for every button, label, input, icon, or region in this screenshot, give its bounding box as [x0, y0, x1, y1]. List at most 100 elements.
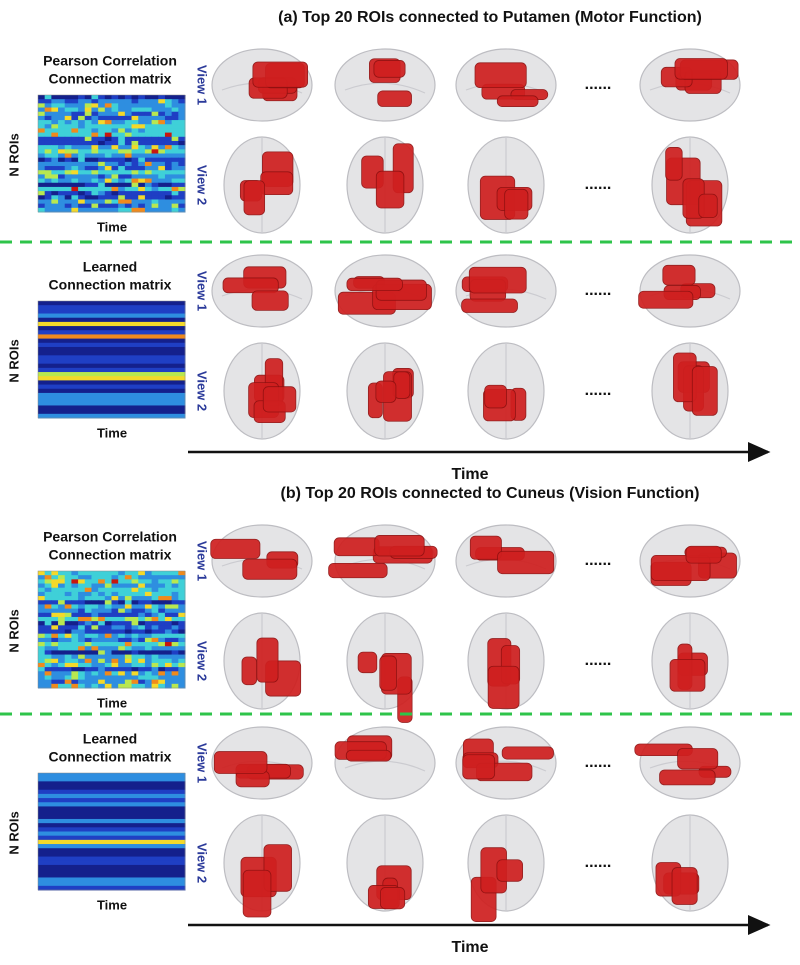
matrix-cell [98, 191, 106, 196]
matrix-cell [38, 317, 186, 323]
matrix-cell [124, 99, 133, 104]
matrix-cell [151, 616, 159, 622]
matrix-cell [164, 111, 173, 117]
matrix-cell [98, 571, 106, 576]
matrix-cell [138, 203, 146, 209]
matrix-cell [151, 642, 159, 647]
matrix-cell [44, 170, 52, 175]
matrix-cell [71, 662, 79, 668]
matrix-cell [84, 633, 92, 639]
matrix-cell [118, 633, 126, 639]
matrix-cell [171, 646, 179, 651]
matrix-cell [38, 207, 46, 213]
matrix-cell [38, 642, 46, 647]
matrix-cell [78, 99, 86, 104]
matrix-cell [151, 132, 159, 138]
matrix-cell [178, 153, 186, 159]
matrix-cell [118, 579, 126, 585]
matrix-cell [71, 679, 79, 685]
matrix-cell [178, 662, 186, 668]
matrix-cell [104, 99, 112, 104]
matrix-cell [98, 642, 106, 647]
matrix-cell [78, 683, 86, 689]
view-label: View 1 [195, 65, 210, 105]
matrix-cell [58, 186, 66, 192]
matrix-cell [118, 99, 126, 104]
matrix-cell [118, 140, 126, 146]
matrix-cell [104, 612, 112, 618]
matrix-cell [64, 616, 72, 622]
matrix-cell [178, 199, 186, 205]
roi-region [659, 769, 716, 786]
matrix-cell [111, 642, 119, 647]
matrix-cell [138, 149, 146, 154]
matrix-cell [98, 166, 106, 171]
matrix-cell [138, 675, 146, 681]
matrix-cell [131, 136, 139, 142]
matrix-cell [64, 140, 72, 146]
roi-region [669, 658, 706, 692]
matrix-cell [38, 166, 46, 171]
matrix-cell [38, 671, 46, 676]
matrix-cell [178, 675, 186, 681]
matrix-cell [98, 207, 106, 213]
matrix-cell [178, 195, 186, 200]
matrix-cell [38, 388, 186, 394]
matrix-cell [84, 658, 92, 664]
roi-region [484, 384, 507, 409]
matrix-cell [164, 140, 173, 146]
matrix-cell [58, 658, 66, 664]
matrix-cell [71, 199, 79, 205]
matrix-cell [171, 161, 179, 167]
matrix-cell [171, 575, 179, 580]
matrix-cell [158, 654, 166, 660]
connection-matrix [37, 94, 186, 213]
matrix-cell [38, 376, 186, 381]
matrix-cell [164, 591, 173, 597]
matrix-cell [164, 658, 173, 664]
matrix-cell [91, 178, 99, 184]
matrix-cell [38, 334, 186, 340]
matrix-cell [164, 637, 173, 643]
matrix-cell [111, 124, 119, 129]
matrix-cell [158, 662, 166, 668]
matrix-cell [98, 111, 106, 117]
matrix-cell [111, 178, 119, 184]
matrix-cell [78, 174, 86, 180]
roi-region [374, 535, 425, 557]
matrix-cell [144, 629, 153, 635]
matrix-cell [144, 654, 153, 660]
matrix-cell [151, 191, 159, 196]
matrix-cell [158, 650, 166, 656]
matrix-cell [111, 120, 119, 125]
matrix-cell [131, 621, 139, 626]
matrix-cell [78, 161, 86, 167]
matrix-cell [64, 608, 72, 614]
matrix-cell [78, 115, 86, 121]
matrix-cell [171, 157, 179, 163]
matrix-cell [178, 111, 186, 117]
matrix-cell [131, 207, 139, 213]
matrix-cell [84, 591, 92, 597]
matrix-cell [111, 625, 119, 630]
matrix-cell [138, 621, 146, 626]
matrix-cell [138, 191, 146, 196]
brain-render [211, 48, 313, 122]
matrix-cell [78, 178, 86, 184]
matrix-cell [84, 170, 92, 175]
brain-render [334, 48, 436, 122]
matrix-cell [111, 136, 119, 142]
roi-region [461, 298, 518, 313]
brain-render [634, 726, 741, 800]
matrix-cell [38, 881, 186, 887]
matrix-cell [111, 207, 119, 213]
matrix-cell [91, 583, 99, 589]
matrix-cell [104, 596, 112, 601]
matrix-cell [44, 111, 52, 117]
matrix-cell [164, 642, 173, 647]
matrix-cell [111, 128, 119, 134]
matrix-cell [131, 675, 139, 681]
matrix-cell [151, 174, 159, 180]
matrix-cell [71, 579, 79, 585]
matrix-cell [171, 186, 179, 192]
